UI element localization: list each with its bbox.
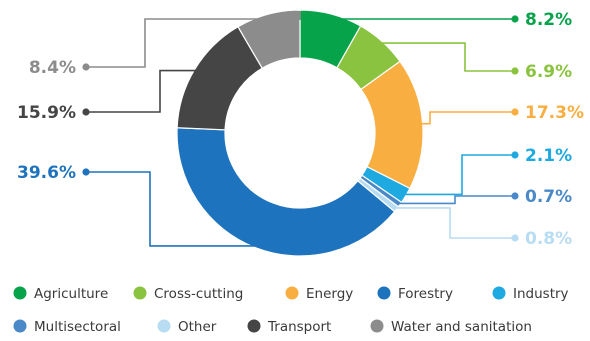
leader-energy <box>420 111 515 125</box>
legend-swatch-water-and-sanitation <box>370 319 384 333</box>
leader-dot-other <box>511 234 519 242</box>
leader-dot-forestry <box>82 168 90 176</box>
legend-label-multisectoral: Multisectoral <box>34 319 121 335</box>
leader-lines <box>82 11 519 247</box>
pct-label-transport: 15.9% <box>17 103 76 123</box>
pct-label-forestry: 39.6% <box>17 163 76 183</box>
leader-dot-water-and-sanitation <box>82 63 90 71</box>
legend-label-forestry: Forestry <box>398 286 453 302</box>
pct-label-industry: 2.1% <box>525 146 572 166</box>
leader-industry <box>404 154 515 196</box>
leader-other <box>394 207 515 239</box>
legend: Agriculture Cross-cutting Energy Forestry In… <box>13 286 569 335</box>
pct-label-water-and-sanitation: 8.4% <box>29 58 76 78</box>
pct-label-agriculture: 8.2% <box>525 10 572 30</box>
legend-label-industry: Industry <box>513 286 569 302</box>
leader-multisectoral <box>398 195 515 205</box>
legend-label-transport: Transport <box>267 319 331 335</box>
legend-swatch-cross-cutting <box>133 286 147 300</box>
legend-swatch-industry <box>492 286 506 300</box>
leader-dot-agriculture <box>511 15 519 23</box>
leader-dot-transport <box>82 108 90 116</box>
legend-swatch-other <box>157 319 171 333</box>
legend-label-other: Other <box>178 319 217 335</box>
leader-cross-cutting <box>380 42 515 72</box>
legend-swatch-multisectoral <box>13 319 27 333</box>
legend-swatch-transport <box>247 319 261 333</box>
legend-label-energy: Energy <box>306 286 353 302</box>
legend-label-cross-cutting: Cross-cutting <box>154 286 243 302</box>
leader-water-and-sanitation <box>86 11 301 68</box>
legend-swatch-forestry <box>377 286 391 300</box>
pct-label-multisectoral: 0.7% <box>525 187 572 207</box>
leader-forestry <box>86 171 257 247</box>
leader-dot-multisectoral <box>511 192 519 200</box>
leader-dot-cross-cutting <box>511 67 519 75</box>
pct-label-energy: 17.3% <box>525 103 584 123</box>
slice-forestry <box>176 127 396 257</box>
legend-label-agriculture: Agriculture <box>34 286 108 302</box>
leader-dot-energy <box>511 108 519 116</box>
legend-swatch-agriculture <box>13 286 27 300</box>
leader-dot-industry <box>511 151 519 159</box>
pct-label-other: 0.8% <box>525 229 572 249</box>
leader-transport <box>86 69 197 113</box>
pct-label-cross-cutting: 6.9% <box>525 62 572 82</box>
legend-label-water-and-sanitation: Water and sanitation <box>391 319 532 335</box>
percentage-labels: 8.2% 6.9% 17.3% 2.1% 0.7% 0.8% 39.6% 15.9% 8.4% <box>17 10 584 249</box>
legend-swatch-energy <box>285 286 299 300</box>
donut-slices <box>176 9 424 257</box>
